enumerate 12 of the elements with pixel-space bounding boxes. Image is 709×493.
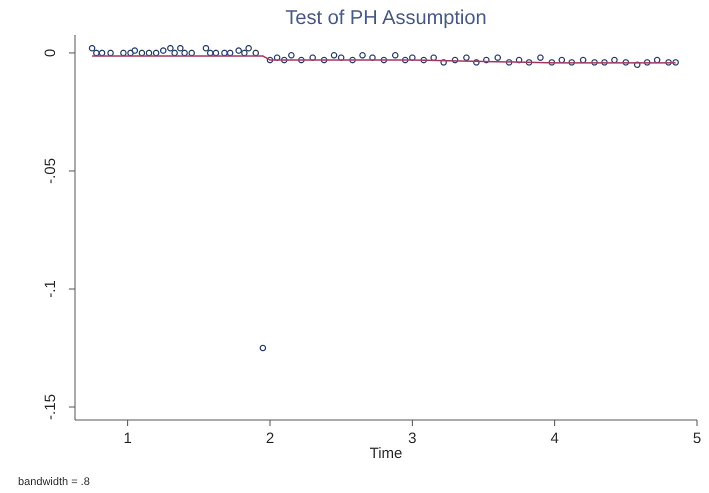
y-tick-label: -.1 xyxy=(42,280,59,298)
x-tick-label: 1 xyxy=(123,430,132,447)
text: bandwidth = .8 xyxy=(18,476,90,488)
x-tick-label: 5 xyxy=(692,430,702,447)
x-tick-label: 4 xyxy=(550,430,559,447)
x-tick-label: 3 xyxy=(408,430,417,447)
x-tick-label: 2 xyxy=(266,430,274,447)
x-axis-title: Time xyxy=(370,445,402,462)
y-tick-label: 0 xyxy=(42,48,59,58)
chart-title: Test of PH Assumption xyxy=(285,7,487,29)
y-tick-label: -.05 xyxy=(42,158,59,184)
y-tick-label: -.15 xyxy=(42,394,59,420)
